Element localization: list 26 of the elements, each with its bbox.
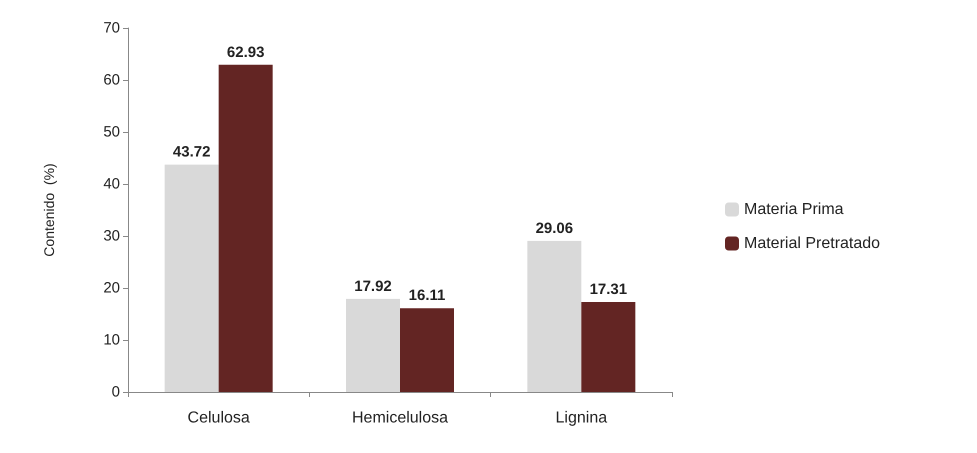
data-label: 62.93 bbox=[226, 44, 264, 61]
data-label: 17.31 bbox=[590, 280, 628, 298]
bar bbox=[400, 308, 454, 392]
y-tick-label: 30 bbox=[103, 228, 120, 244]
y-tick-label: 40 bbox=[103, 176, 120, 192]
y-tick-label: 20 bbox=[103, 280, 120, 296]
y-axis-title: Contenido (%) bbox=[41, 163, 57, 257]
y-tick-label: 60 bbox=[103, 72, 120, 88]
data-label: 16.11 bbox=[408, 287, 446, 304]
y-tick-label: 0 bbox=[112, 384, 120, 400]
y-tick-label: 70 bbox=[103, 20, 120, 36]
legend-label: Material Pretratado bbox=[744, 235, 880, 252]
x-tick-label: Hemicelulosa bbox=[352, 410, 448, 426]
x-tick-label: Lignina bbox=[556, 410, 608, 426]
bar bbox=[346, 298, 400, 392]
x-tick-label: Celulosa bbox=[188, 410, 250, 426]
legend-label: Materia Prima bbox=[744, 201, 844, 218]
data-label: 29.06 bbox=[536, 220, 574, 237]
bar bbox=[527, 240, 582, 392]
bar bbox=[164, 164, 219, 392]
y-tick-label: 50 bbox=[103, 124, 120, 140]
bar bbox=[218, 64, 273, 392]
data-label: 43.72 bbox=[172, 144, 210, 161]
data-label: 17.92 bbox=[354, 278, 392, 295]
y-tick-label: 10 bbox=[103, 332, 120, 348]
bar bbox=[581, 302, 636, 392]
